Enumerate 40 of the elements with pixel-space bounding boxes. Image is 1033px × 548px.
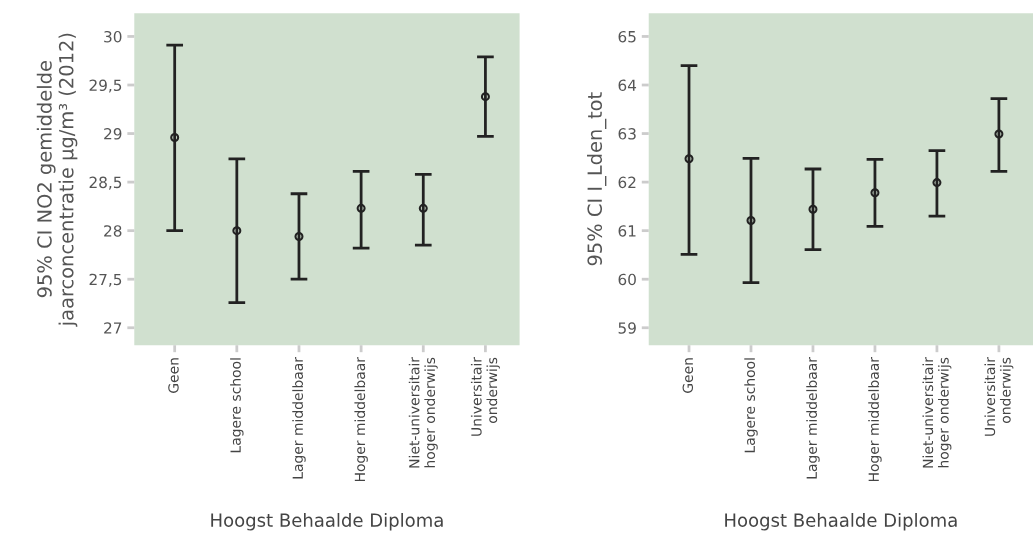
y-tick-label: 29,5 — [89, 79, 122, 93]
point — [808, 204, 818, 214]
x-tick-label: Lagere school — [230, 358, 244, 453]
x-tick-label: Hoger middelbaar — [354, 357, 368, 482]
point — [932, 178, 942, 188]
y-tick-label: 28 — [104, 225, 122, 237]
x-tick-label: Niet-universitair hoger onderwijs — [408, 357, 438, 468]
point — [746, 215, 756, 225]
y-tick-label: 63 — [618, 128, 636, 140]
y-tick-label: 27 — [104, 322, 122, 334]
x-tick-label: Hoger middelbaar — [868, 357, 882, 482]
point — [356, 203, 366, 213]
x-axis-title: Hoogst Behaalde Diploma — [725, 513, 957, 531]
point — [232, 226, 242, 236]
y-tick-label: 30 — [104, 30, 122, 43]
y-axis-title: 95% CI I_Lden_tot — [587, 92, 607, 266]
y-axis-title: 95% CI NO2 gemiddelde jaarconcentratie µg/m³ (2012) — [36, 33, 78, 327]
x-tick-label: Geen — [168, 358, 179, 393]
y-tick-label: 27,5 — [89, 273, 122, 287]
y-tick-label: 29 — [104, 128, 122, 140]
y-tick-label: 59 — [618, 322, 636, 334]
point — [994, 129, 1004, 139]
x-axis-title: Hoogst Behaalde Diploma — [211, 513, 443, 531]
x-tick-label: Lagere school — [744, 358, 758, 453]
y-tick-label: 64 — [618, 79, 637, 92]
point — [870, 188, 880, 198]
x-tick-label: Lager middelbaar — [806, 357, 820, 479]
point — [480, 92, 490, 102]
point — [418, 203, 428, 213]
x-tick-label: Lager middelbaar — [292, 357, 306, 479]
y-tick-label: 62 — [618, 176, 636, 189]
y-tick-label: 65 — [618, 30, 636, 43]
x-tick-label: Geen — [682, 358, 694, 393]
point — [170, 132, 180, 142]
x-tick-label: Niet-universitair hoger onderwijs — [922, 357, 952, 468]
point — [684, 154, 694, 164]
y-tick-label: 61 — [618, 225, 636, 237]
point — [294, 231, 304, 241]
y-tick-label: 28,5 — [89, 176, 122, 190]
y-tick-label: 60 — [618, 273, 636, 286]
